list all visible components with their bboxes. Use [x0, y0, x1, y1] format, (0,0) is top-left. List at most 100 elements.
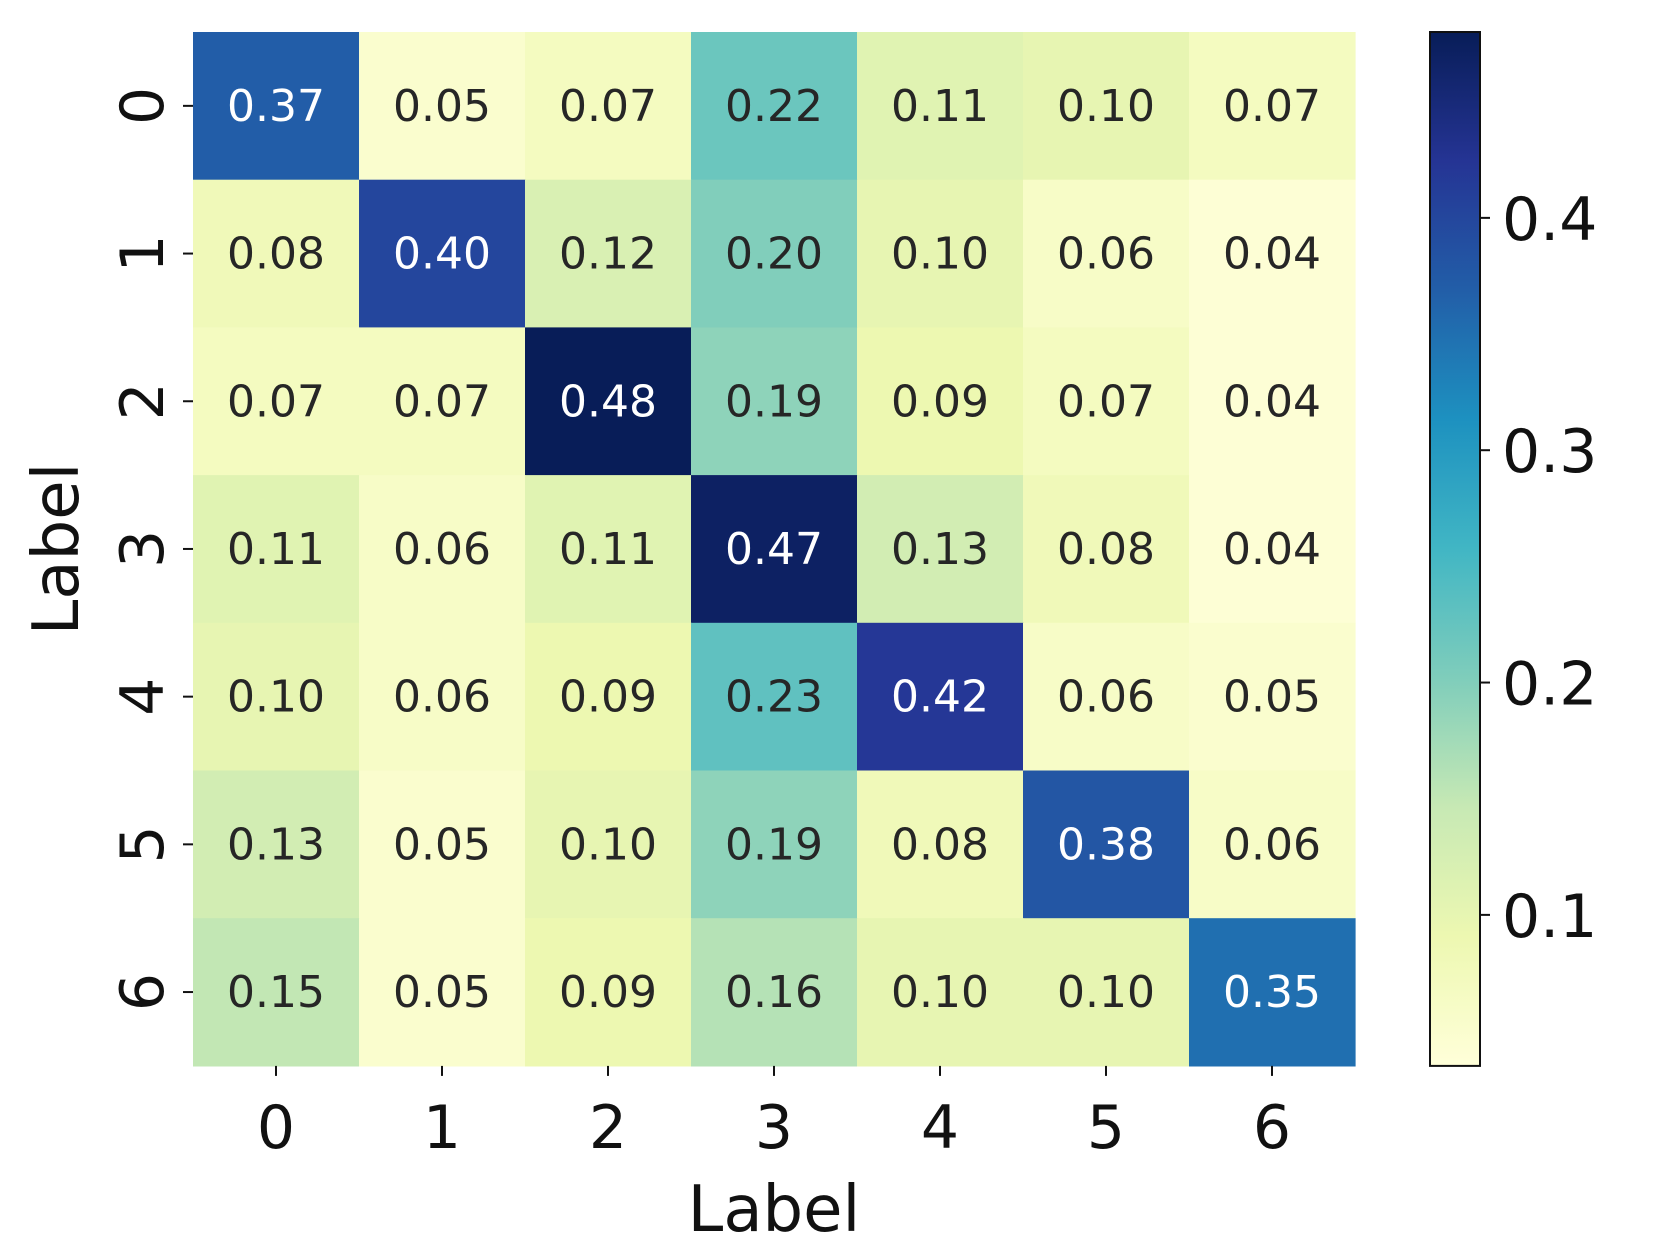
cell-value-label: 0.05 — [393, 819, 491, 870]
y-axis: 0 1 2 3 4 5 6 — [108, 87, 193, 1011]
cell-value-label: 0.07 — [559, 81, 657, 132]
cell-value-label: 0.05 — [393, 967, 491, 1018]
cell-value-label: 0.09 — [559, 967, 657, 1018]
cell-value-label: 0.37 — [227, 81, 325, 132]
cell-value-label: 0.07 — [393, 376, 491, 427]
heatmap-cell — [1023, 918, 1190, 1067]
cell-value-label: 0.11 — [559, 524, 657, 575]
heatmap-cell — [359, 918, 526, 1067]
y-axis-title: Label — [20, 463, 94, 636]
cell-value-label: 0.16 — [725, 967, 823, 1018]
x-tick-label: 0 — [257, 1093, 295, 1163]
heatmap-cell — [691, 918, 858, 1067]
y-tick-label: 6 — [108, 973, 178, 1011]
cell-value-label: 0.05 — [1223, 672, 1321, 723]
cell-value-label: 0.15 — [227, 967, 325, 1018]
heatmap-cell — [359, 32, 526, 181]
cell-value-label: 0.08 — [891, 819, 989, 870]
colorbar: 0.1 0.2 0.3 0.4 — [1429, 31, 1597, 1067]
cell-value-label: 0.48 — [559, 376, 657, 427]
heatmap-cell — [525, 622, 692, 772]
cell-value-label: 0.12 — [559, 229, 657, 280]
cell-value-label: 0.09 — [891, 376, 989, 427]
cell-value-label: 0.07 — [227, 376, 325, 427]
heatmap-cell — [857, 622, 1024, 772]
cell-value-label: 0.10 — [891, 229, 989, 280]
heatmap-cell — [359, 622, 526, 772]
cell-value-label: 0.06 — [393, 524, 491, 575]
y-tick-label: 0 — [108, 87, 178, 125]
cell-value-label: 0.04 — [1223, 229, 1321, 280]
cell-value-label: 0.10 — [1057, 81, 1155, 132]
heatmap-cell — [193, 179, 360, 328]
heatmap-cells: 0.37 0.05 0.07 0.22 0.11 0.10 0.07 0.08 0.40 0.12… — [193, 32, 1356, 1067]
heatmap-cell — [193, 32, 360, 181]
heatmap-cell — [1023, 622, 1190, 772]
cell-value-label: 0.13 — [227, 819, 325, 870]
y-tick-label: 5 — [108, 825, 178, 863]
heatmap-cell — [359, 475, 526, 624]
heatmap-cell — [857, 327, 1024, 476]
heatmap-cell — [857, 179, 1024, 328]
cell-value-label: 0.38 — [1057, 819, 1155, 870]
cell-value-label: 0.06 — [393, 672, 491, 723]
cell-value-label: 0.19 — [725, 819, 823, 870]
heatmap-cell — [525, 770, 692, 919]
y-tick-label: 3 — [108, 530, 178, 568]
heatmap-cell — [193, 475, 360, 624]
heatmap-cell — [691, 770, 858, 919]
x-tick-label: 3 — [755, 1093, 793, 1163]
heatmap-cell — [1189, 179, 1356, 328]
heatmap-cell — [525, 179, 692, 328]
x-axis-title: Label — [688, 1173, 861, 1246]
heatmap-cell — [691, 179, 858, 328]
cell-value-label: 0.20 — [725, 229, 823, 280]
heatmap-cell — [359, 179, 526, 328]
heatmap-cell — [193, 327, 360, 476]
heatmap-cell — [359, 770, 526, 919]
cell-value-label: 0.08 — [1057, 524, 1155, 575]
cell-value-label: 0.07 — [1223, 81, 1321, 132]
y-tick-label: 4 — [108, 678, 178, 716]
heatmap-cell — [1189, 770, 1356, 919]
cell-value-label: 0.09 — [559, 672, 657, 723]
heatmap-cell — [1023, 475, 1190, 624]
cell-value-label: 0.13 — [891, 524, 989, 575]
colorbar-tick-label: 0.3 — [1502, 417, 1597, 487]
heatmap-cell — [525, 918, 692, 1067]
cell-value-label: 0.11 — [891, 81, 989, 132]
cell-value-label: 0.47 — [725, 524, 823, 575]
x-tick-label: 2 — [589, 1093, 627, 1163]
heatmap-cell — [525, 475, 692, 624]
heatmap-cell — [525, 32, 692, 181]
x-tick-label: 5 — [1087, 1093, 1125, 1163]
cell-value-label: 0.06 — [1057, 672, 1155, 723]
colorbar-tick-label: 0.4 — [1502, 185, 1597, 255]
heatmap-cell — [1023, 327, 1190, 476]
cell-value-label: 0.40 — [393, 229, 491, 280]
heatmap-cell — [193, 622, 360, 772]
heatmap-cell — [525, 327, 692, 476]
colorbar-frame — [1429, 31, 1481, 1067]
cell-value-label: 0.10 — [227, 672, 325, 723]
colorbar-gradient — [1430, 32, 1480, 1066]
cell-value-label: 0.08 — [227, 229, 325, 280]
heatmap-cell — [1189, 918, 1356, 1067]
cell-value-label: 0.42 — [891, 672, 989, 723]
cell-value-label: 0.04 — [1223, 524, 1321, 575]
heatmap-cell — [1023, 770, 1190, 919]
heatmap-cell — [691, 475, 858, 624]
colorbar-ticks: 0.1 0.2 0.3 0.4 — [1480, 185, 1597, 952]
heatmap-cell — [857, 770, 1024, 919]
colorbar-tick-label: 0.2 — [1502, 650, 1597, 720]
x-tick-label: 1 — [423, 1093, 461, 1163]
heatmap-cell — [193, 918, 360, 1067]
heatmap-cell — [1189, 32, 1356, 181]
heatmap-cell — [857, 918, 1024, 1067]
cell-value-label: 0.22 — [725, 81, 823, 132]
heatmap-cell — [193, 770, 360, 919]
x-tick-label: 6 — [1253, 1093, 1291, 1163]
x-tick-label: 4 — [921, 1093, 959, 1163]
cell-value-label: 0.06 — [1057, 229, 1155, 280]
